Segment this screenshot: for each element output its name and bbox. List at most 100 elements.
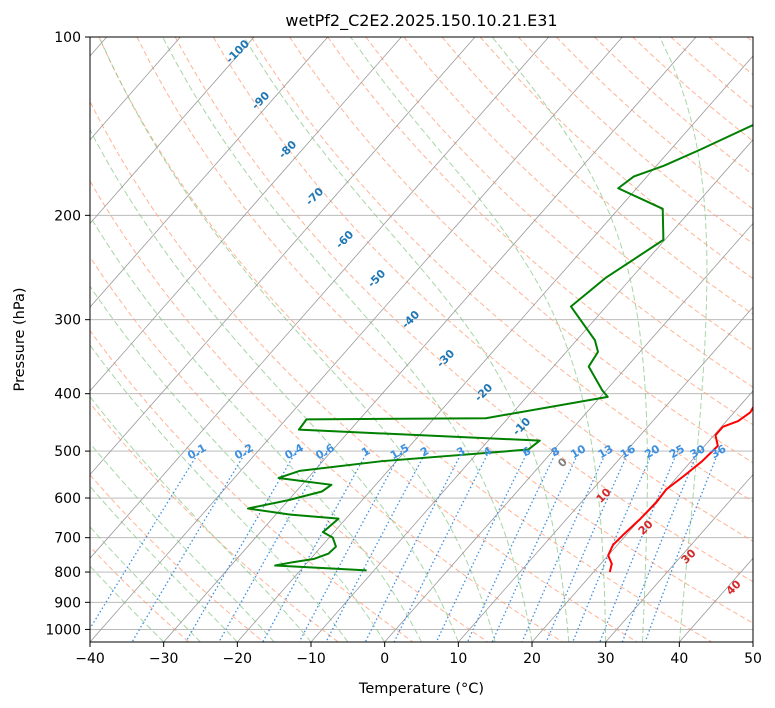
x-tick-label: −20 [223,651,253,667]
mixing-ratio-label: 0.6 [313,441,337,462]
mixing-ratio-line [364,450,464,642]
isotherm-label: -40 [399,308,422,331]
isotherm-label: -20 [472,381,495,404]
mixing-ratio-line [185,450,297,642]
isotherm-label: -80 [276,138,299,161]
plot-area [90,37,753,642]
dry-adiabat-line [136,37,753,624]
isotherm-label: -60 [333,228,356,251]
mixing-ratio-line [466,450,558,642]
x-tick-label: −10 [296,651,326,667]
y-tick-label: 700 [54,531,81,547]
isotherm-line [605,473,753,642]
isotherm-line [310,139,753,642]
mixing-ratio-label: 25 [667,442,687,461]
moist-adiabat-line [90,442,275,642]
x-tick-label: 50 [744,651,762,667]
isotherm-label: -100 [223,37,252,66]
dry-adiabat-line [403,37,753,352]
dry-adiabat-line [90,545,190,642]
isotherm-line [531,390,753,642]
moist-adiabat-line [98,37,496,642]
y-tick-label: 200 [54,208,81,224]
mixing-ratio-line [491,450,580,642]
isotherms [90,37,753,642]
dry-adiabat-line [479,37,753,280]
isotherm-label: -70 [303,185,326,208]
dry-adiabat-line [90,256,488,642]
mixing-ratio-label: 0.2 [232,441,255,462]
dry-adiabat-line [90,474,264,642]
y-tick-label: 300 [54,313,81,329]
moist-adiabat-line [90,526,201,642]
dry-adiabat-line [327,37,753,426]
axes: −40 −30 −20 −10 0 10 20 30 40 50 100 200 300 400 500 60… [45,30,762,667]
mixing-ratio-line [298,450,403,642]
moist-adiabat-line [659,37,708,642]
y-axis-label: Pressure (hPa) [12,287,28,391]
y-tick-label: 100 [54,30,81,46]
mixing-ratio-label: 3 [454,444,467,459]
y-tick-label: 800 [54,565,81,581]
moist-adiabat-line [90,285,386,642]
isotherm-label: -30 [434,347,457,370]
moist-adiabat-line [491,37,648,642]
isotherm-line [384,222,753,642]
isotherm-label: 30 [679,546,699,566]
moist-adiabat-line [350,37,607,642]
dry-adiabat-line [746,37,753,43]
isotherm-line [458,306,753,642]
dry-adiabat-line [441,37,753,315]
isotherm-line [90,37,255,225]
dry-adiabat-line [90,402,339,642]
dry-adiabat-line [708,37,753,76]
moist-adiabat-line [90,485,238,642]
mixing-ratio-label: 1 [359,444,372,459]
dry-adiabat-line [98,37,713,642]
isotherm-label: 40 [724,577,744,597]
dry-adiabat-line [365,37,753,388]
y-tick-label: 900 [54,595,81,611]
mixing-ratio-label: 13 [596,442,616,461]
moist-adiabat-line [90,128,459,642]
mixing-ratio-lines [90,450,720,642]
mixing-ratio-label: 16 [618,442,638,461]
isotherm-line [90,37,476,476]
y-tick-label: 500 [54,444,81,460]
isotherm-line [90,37,550,559]
isotherm-label: -90 [249,89,272,112]
isotherm-line [90,37,402,392]
mixing-ratio-label: 0.1 [185,441,208,462]
mixing-ratio-line [325,450,427,642]
isotherm-line [237,55,753,642]
moist-adiabats [90,37,708,642]
moist-adiabat-line [90,565,165,642]
mixing-ratio-line [90,450,201,630]
dry-adiabat-line [90,329,414,642]
isotherm-label: -10 [510,415,533,438]
isotherm-line [90,37,181,141]
y-tick-label: 1000 [45,622,81,638]
x-tick-label: 20 [523,651,541,667]
x-tick-label: −40 [75,651,105,667]
mixing-ratio-line [644,450,720,642]
dry-adiabat-line [90,100,638,642]
isotherm-line [90,37,329,308]
x-tick-label: 0 [380,651,389,667]
mixing-ratio-line [218,450,328,642]
isotherm-line [90,37,623,642]
dry-adiabat-line [556,37,753,210]
mixing-ratio-line [393,450,490,642]
mixing-ratio-line [262,450,369,642]
moist-adiabat-line [243,37,570,642]
dry-adiabats [90,37,753,642]
mixing-ratio-line [599,450,679,642]
dewpoint-line [246,123,753,572]
pressure-gridlines [90,37,753,630]
dry-adiabat-line [632,37,753,142]
isotherm-line [752,641,753,642]
chart-title: wetPf2_C2E2.2025.150.10.21.E31 [285,11,557,31]
x-axis-label: Temperature (°C) [358,681,484,697]
x-tick-label: −30 [149,651,179,667]
